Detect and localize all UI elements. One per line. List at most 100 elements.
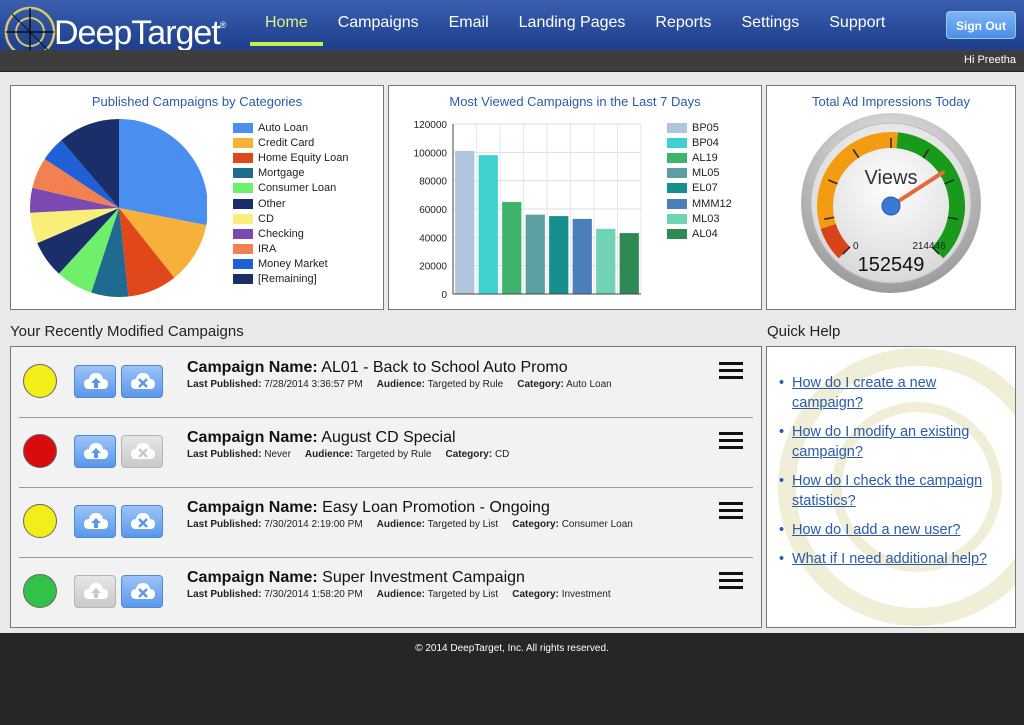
- gauge-title: Total Ad Impressions Today: [811, 94, 970, 109]
- campaign-meta: Last Published: 7/30/2014 2:19:00 PM Audi…: [187, 519, 633, 530]
- help-link-create-campaign[interactable]: How do I create a new campaign?: [792, 375, 937, 411]
- campaign-name[interactable]: Campaign Name: Super Investment Campaign: [187, 569, 525, 587]
- gauge-needle: [889, 170, 946, 208]
- nav-landing-pages[interactable]: Landing Pages: [518, 14, 626, 31]
- pie-slice[interactable]: [58, 208, 119, 293]
- pie-slice[interactable]: [30, 187, 119, 213]
- help-link-modify-campaign[interactable]: How do I modify an existing campaign?: [792, 424, 970, 460]
- gauge-hub: [881, 196, 901, 216]
- user-greeting: Hi Preetha: [964, 54, 1016, 66]
- bar[interactable]: [572, 218, 592, 294]
- legend-label: Consumer Loan: [258, 182, 337, 195]
- hamburger-menu-icon[interactable]: [719, 502, 743, 520]
- recent-campaigns-heading: Your Recently Modified Campaigns: [10, 323, 244, 340]
- hamburger-menu-icon[interactable]: [719, 362, 743, 380]
- pie-legend-item: Money Market: [233, 257, 349, 272]
- campaign-meta: Last Published: Never Audience: Targeted …: [187, 449, 509, 460]
- y-tick-label: 120000: [414, 120, 448, 131]
- bar-legend-item: BP04: [667, 135, 732, 150]
- gauge-tick: [944, 179, 955, 185]
- category-value: CD: [494, 449, 510, 460]
- last-published-label: Last Published:: [187, 449, 262, 460]
- pie-slice[interactable]: [119, 208, 207, 278]
- audience-label: Audience:: [376, 589, 425, 600]
- pie-slice[interactable]: [119, 119, 207, 226]
- category-label: Category:: [512, 519, 559, 530]
- campaign-name-value: AL01 - Back to School Auto Promo: [321, 359, 568, 376]
- legend-label: [Remaining]: [258, 273, 317, 286]
- legend-label: ML05: [692, 167, 720, 180]
- bar-chart-panel: Most Viewed Campaigns in the Last 7 Days…: [388, 85, 762, 310]
- campaign-name[interactable]: Campaign Name: Easy Loan Promotion - Ong…: [187, 499, 550, 517]
- impressions-gauge: Views 0 214446 152549: [801, 113, 981, 293]
- pie-slice[interactable]: [119, 208, 175, 297]
- help-link-additional-help[interactable]: What if I need additional help?: [792, 551, 988, 567]
- pie-legend-item: Checking: [233, 226, 349, 241]
- deeptarget-logo[interactable]: DeepTarget®: [4, 2, 244, 60]
- pie-slice[interactable]: [44, 140, 119, 208]
- pie-slice[interactable]: [30, 208, 120, 244]
- last-published-label: Last Published:: [187, 379, 262, 390]
- campaign-name[interactable]: Campaign Name: August CD Special: [187, 429, 456, 447]
- audience-value: Targeted by Rule: [427, 379, 504, 390]
- publish-button[interactable]: [74, 575, 116, 608]
- gauge-tick: [931, 246, 940, 255]
- bar[interactable]: [455, 150, 475, 294]
- bar[interactable]: [596, 228, 616, 294]
- sign-out-button[interactable]: Sign Out: [946, 11, 1016, 39]
- publish-button[interactable]: [74, 505, 116, 538]
- legend-label: MMM12: [692, 197, 732, 210]
- bar[interactable]: [549, 216, 569, 294]
- gauge-band-high: [896, 132, 965, 259]
- category-value: Investment: [561, 589, 611, 600]
- main-nav: Home Campaigns Email Landing Pages Repor…: [250, 0, 900, 50]
- help-link-check-statistics[interactable]: How do I check the campaign statistics?: [792, 473, 983, 509]
- nav-settings[interactable]: Settings: [741, 14, 800, 31]
- campaign-name-value: Easy Loan Promotion - Ongoing: [322, 499, 550, 516]
- bar[interactable]: [619, 233, 639, 294]
- bar[interactable]: [502, 201, 522, 294]
- nav-email[interactable]: Email: [448, 14, 489, 31]
- copyright-text: © 2014 DeepTarget, Inc. All rights reser…: [415, 643, 609, 654]
- nav-support[interactable]: Support: [829, 14, 886, 31]
- nav-home[interactable]: Home: [250, 0, 323, 46]
- category-value: Consumer Loan: [561, 519, 633, 530]
- legend-label: CD: [258, 212, 274, 225]
- legend-swatch: [233, 137, 253, 148]
- pie-chart-title: Published Campaigns by Categories: [91, 94, 303, 109]
- bar-chart: 0 20000 40000 60000 80000 100000 120000: [414, 120, 642, 301]
- legend-label: Credit Card: [258, 136, 315, 149]
- unpublish-button[interactable]: [121, 435, 163, 468]
- gauge-tick: [922, 149, 930, 159]
- help-link-add-user[interactable]: How do I add a new user?: [792, 522, 961, 538]
- pie-legend-item: Home Equity Loan: [233, 150, 349, 165]
- pie-slice[interactable]: [61, 119, 119, 208]
- legend-swatch: [233, 228, 253, 239]
- nav-reports[interactable]: Reports: [655, 14, 712, 31]
- audience-label: Audience:: [304, 449, 354, 460]
- pie-slice[interactable]: [37, 208, 119, 274]
- bar-legend-item: EL07: [667, 181, 732, 196]
- pie-legend: Auto Loan Credit Card Home Equity Loan Mort…: [233, 120, 349, 287]
- bar[interactable]: [478, 155, 498, 294]
- cloud-upload-icon: [84, 583, 108, 599]
- pie-slice[interactable]: [32, 159, 120, 208]
- gauge-band-mid: [817, 132, 898, 229]
- publish-button[interactable]: [74, 435, 116, 468]
- legend-label: Auto Loan: [258, 121, 309, 134]
- unpublish-button[interactable]: [121, 365, 163, 398]
- hamburger-menu-icon[interactable]: [719, 572, 743, 590]
- campaign-name-label: Campaign Name:: [187, 429, 318, 446]
- legend-swatch: [233, 183, 253, 194]
- publish-button[interactable]: [74, 365, 116, 398]
- unpublish-button[interactable]: [121, 575, 163, 608]
- legend-label: EL07: [692, 182, 718, 195]
- category-label: Category:: [517, 379, 564, 390]
- campaign-name[interactable]: Campaign Name: AL01 - Back to School Aut…: [187, 359, 568, 377]
- bar[interactable]: [525, 214, 545, 294]
- unpublish-button[interactable]: [121, 505, 163, 538]
- hamburger-menu-icon[interactable]: [719, 432, 743, 450]
- pie-slice[interactable]: [91, 208, 129, 297]
- nav-campaigns[interactable]: Campaigns: [337, 14, 419, 31]
- help-item: How do I add a new user?: [779, 520, 1009, 540]
